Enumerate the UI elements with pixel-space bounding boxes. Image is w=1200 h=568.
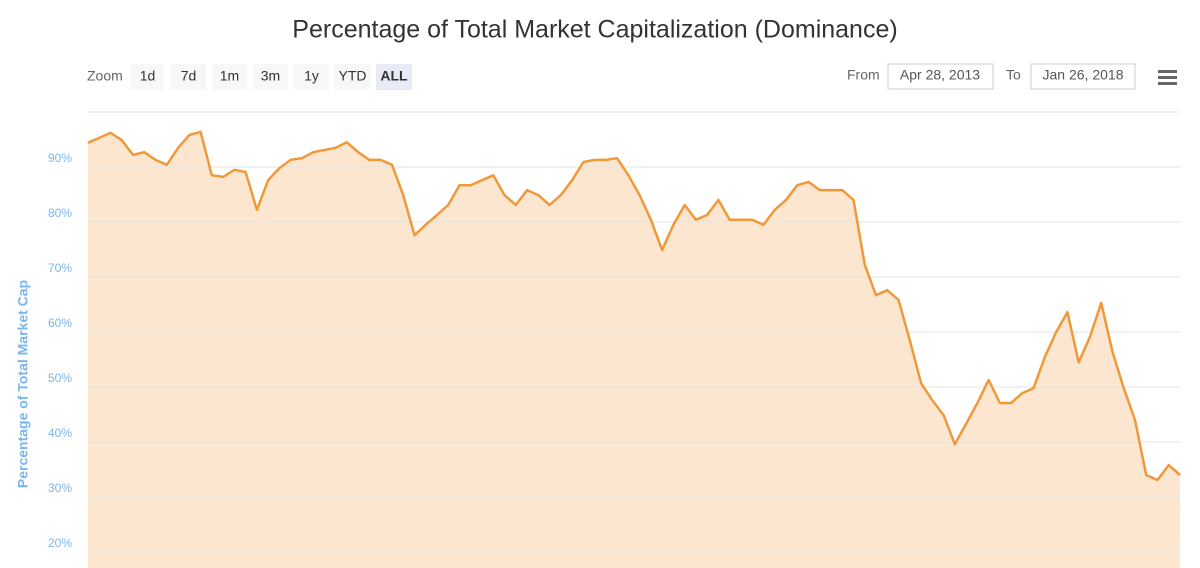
y-tick-label: 60% bbox=[48, 316, 72, 330]
zoom-button[interactable] bbox=[171, 64, 206, 90]
from-label: From bbox=[847, 67, 880, 83]
zoom-button[interactable] bbox=[131, 64, 164, 90]
zoom-button-label[interactable]: 1y bbox=[304, 68, 319, 84]
zoom-button-label[interactable]: ALL bbox=[380, 68, 408, 84]
zoom-button[interactable] bbox=[253, 64, 288, 90]
y-tick-label: 50% bbox=[48, 371, 72, 385]
from-date[interactable]: Apr 28, 2013 bbox=[900, 67, 980, 83]
zoom-button[interactable] bbox=[212, 64, 247, 90]
zoom-button-label[interactable]: YTD bbox=[339, 68, 367, 84]
y-tick-label: 70% bbox=[48, 261, 72, 275]
y-axis-label: Percentage of Total Market Cap bbox=[15, 280, 31, 488]
menu-bar[interactable] bbox=[1158, 76, 1177, 79]
zoom-button-label[interactable]: 1d bbox=[140, 68, 156, 84]
y-tick-label: 80% bbox=[48, 206, 72, 220]
y-tick-label: 30% bbox=[48, 481, 72, 495]
to-date[interactable]: Jan 26, 2018 bbox=[1043, 67, 1124, 83]
zoom-button[interactable] bbox=[334, 64, 371, 90]
zoom-button-label[interactable]: 1m bbox=[220, 68, 239, 84]
zoom-button[interactable] bbox=[376, 64, 412, 90]
area bbox=[88, 131, 1180, 568]
y-tick-label: 20% bbox=[48, 536, 72, 550]
zoom-button-label[interactable]: 3m bbox=[261, 68, 280, 84]
y-tick-label: 90% bbox=[48, 151, 72, 165]
chart-title: Percentage of Total Market Capitalizatio… bbox=[292, 16, 897, 44]
zoom-button[interactable] bbox=[294, 64, 329, 90]
zoom-label: Zoom bbox=[87, 68, 123, 84]
menu-icon[interactable] bbox=[1158, 70, 1177, 85]
zoom-button-label[interactable]: 7d bbox=[181, 68, 197, 84]
from-input[interactable] bbox=[887, 63, 994, 90]
line bbox=[87, 130, 1181, 482]
to-input[interactable] bbox=[1030, 63, 1136, 90]
menu-bar[interactable] bbox=[1158, 70, 1177, 73]
y-tick-label: 40% bbox=[48, 426, 72, 440]
to-label: To bbox=[1006, 67, 1021, 83]
menu-bar[interactable] bbox=[1158, 82, 1177, 85]
